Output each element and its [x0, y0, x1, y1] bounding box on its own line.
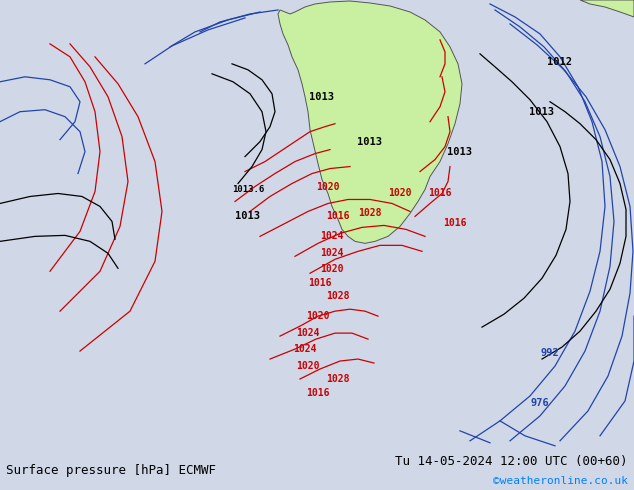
Text: 1020: 1020 — [388, 189, 411, 198]
Polygon shape — [278, 1, 462, 244]
Polygon shape — [580, 0, 634, 17]
Text: 1028: 1028 — [327, 291, 350, 301]
Text: 976: 976 — [531, 398, 550, 408]
Text: 1016: 1016 — [327, 211, 350, 221]
Text: 1013.6: 1013.6 — [232, 185, 264, 194]
Text: 1016: 1016 — [308, 278, 332, 288]
Text: 1024: 1024 — [294, 344, 317, 354]
Text: 1024: 1024 — [320, 248, 344, 258]
Text: ©weatheronline.co.uk: ©weatheronline.co.uk — [493, 476, 628, 487]
Text: 1013: 1013 — [235, 211, 261, 221]
Text: 1013: 1013 — [448, 147, 472, 157]
Text: 1016: 1016 — [306, 388, 330, 398]
Text: 1013: 1013 — [529, 107, 555, 117]
Text: 1024: 1024 — [296, 328, 320, 338]
Text: 1016: 1016 — [428, 189, 452, 198]
Text: 992: 992 — [541, 348, 559, 358]
Text: 1020: 1020 — [306, 311, 330, 321]
Text: 1028: 1028 — [358, 208, 382, 219]
Text: 1020: 1020 — [296, 361, 320, 371]
Text: 1013: 1013 — [309, 92, 335, 102]
Text: Surface pressure [hPa] ECMWF: Surface pressure [hPa] ECMWF — [6, 464, 216, 477]
Text: 1024: 1024 — [320, 231, 344, 242]
Text: 1028: 1028 — [327, 374, 350, 384]
Text: 1020: 1020 — [316, 181, 340, 192]
Text: 1013: 1013 — [358, 137, 382, 147]
Text: 1012: 1012 — [548, 57, 573, 67]
Text: 1016: 1016 — [443, 219, 467, 228]
Text: Tu 14-05-2024 12:00 UTC (00+60): Tu 14-05-2024 12:00 UTC (00+60) — [395, 455, 628, 468]
Text: 1020: 1020 — [320, 264, 344, 274]
